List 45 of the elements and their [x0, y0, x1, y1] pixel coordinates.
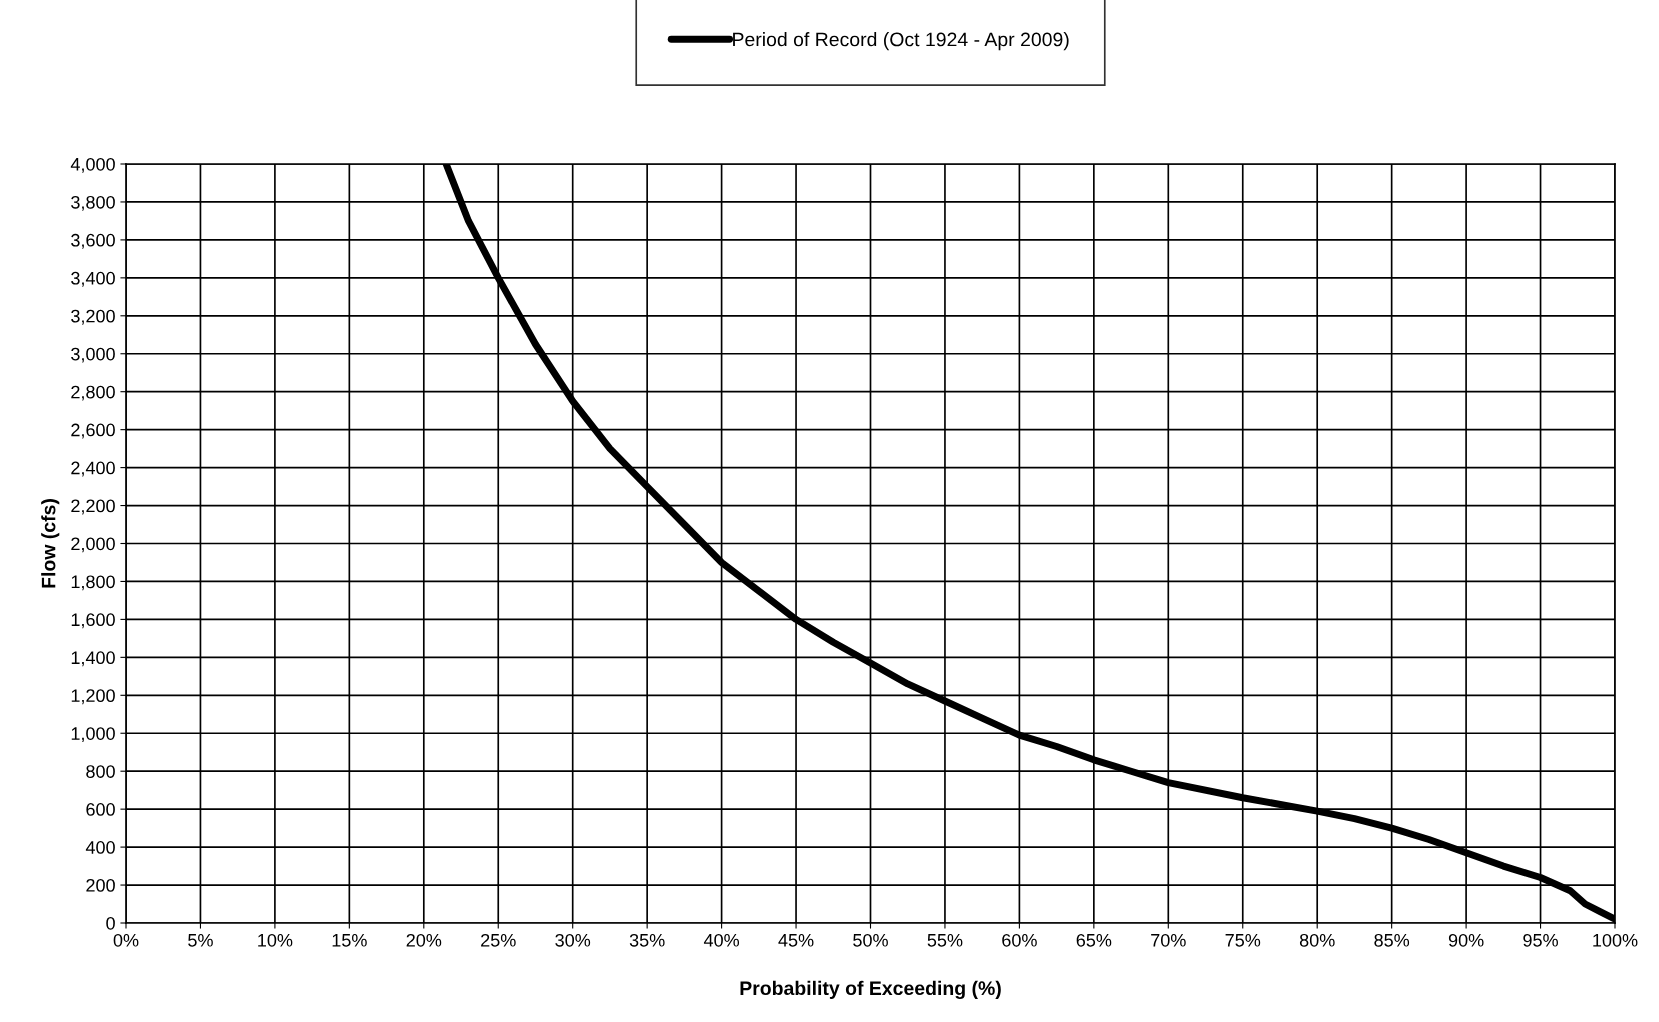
x-tick-label: 25% [481, 933, 516, 947]
y-tick-label: 3,200 [71, 309, 115, 325]
y-tick-label: 1,800 [71, 575, 115, 591]
x-tick-label: 15% [332, 933, 367, 947]
y-tick-label: 1,600 [71, 613, 115, 629]
y-tick-label: 400 [85, 841, 115, 854]
x-tick-label: 95% [1523, 933, 1558, 947]
x-axis-title: Probability of Exceeding (%) [740, 980, 1001, 1000]
y-tick-label: 1,000 [71, 727, 115, 743]
x-tick-label: 40% [703, 933, 740, 947]
y-tick-label: 2,800 [71, 385, 115, 401]
y-tick-label: 3,000 [71, 347, 115, 363]
x-tick-label: 10% [258, 933, 293, 947]
x-tick-label: 60% [1002, 933, 1037, 947]
x-tick-label: 70% [1151, 933, 1186, 947]
x-tick-label: 35% [629, 933, 665, 947]
x-tick-label: 30% [555, 933, 591, 947]
x-tick-label: 100% [1593, 933, 1638, 947]
y-tick-label: 1,200 [71, 689, 115, 705]
y-tick-label: 3,600 [71, 233, 115, 249]
y-tick-label: 600 [86, 803, 115, 816]
y-tick-label: 4,000 [70, 157, 115, 173]
x-tick-label: 45% [778, 933, 814, 947]
x-tick-label: 50% [853, 933, 888, 947]
y-tick-label: 3,800 [71, 195, 115, 211]
x-tick-label: 20% [406, 933, 442, 947]
y-axis-title: Flow (cfs) [41, 499, 60, 588]
y-tick-label: 800 [86, 765, 115, 778]
x-tick-label: 85% [1374, 933, 1410, 947]
y-tick-label: 0 [106, 916, 115, 930]
x-tick-label: 65% [1076, 933, 1112, 947]
x-tick-label: 90% [1448, 933, 1484, 947]
x-tick-label: 5% [188, 933, 213, 947]
x-tick-label: 55% [927, 933, 963, 947]
legend-label: Period of Record (Oct 1924 - Apr 2009) [733, 32, 1069, 51]
y-tick-label: 2,600 [71, 423, 115, 439]
y-tick-label: 200 [86, 878, 115, 892]
y-tick-label: 2,000 [71, 537, 115, 553]
x-tick-label: 75% [1225, 933, 1261, 947]
y-tick-label: 2,200 [71, 499, 115, 515]
x-tick-label: 80% [1299, 933, 1335, 947]
y-tick-label: 1,400 [71, 651, 115, 667]
y-tick-label: 3,400 [71, 271, 115, 287]
x-tick-label: 0% [113, 933, 139, 947]
y-tick-label: 2,400 [71, 461, 115, 477]
